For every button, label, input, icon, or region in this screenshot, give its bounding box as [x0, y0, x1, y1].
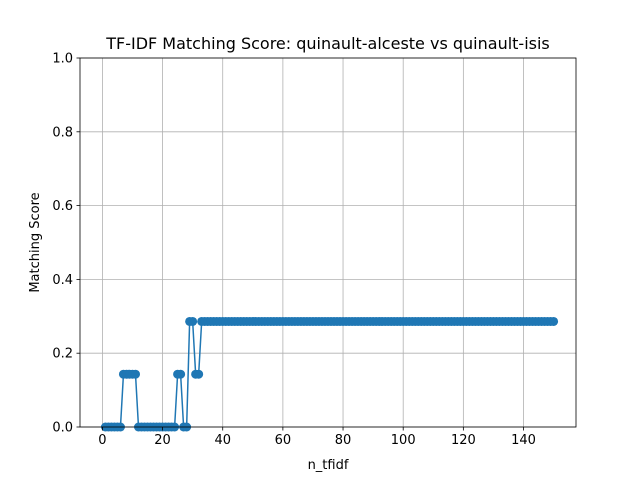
x-tick-label: 60 — [275, 433, 292, 448]
data-point — [188, 316, 198, 326]
y-axis-ticks: 0.0 0.2 0.4 0.6 0.8 1.0 — [52, 52, 80, 436]
x-tick-label: 80 — [335, 433, 352, 448]
y-tick-label: 0.4 — [52, 273, 73, 288]
x-tick-label: 20 — [154, 433, 171, 448]
y-tick-label: 0.6 — [52, 199, 73, 214]
x-tick-label: 120 — [451, 433, 476, 448]
y-tick-label: 1.0 — [52, 52, 73, 67]
y-tick-label: 0.0 — [52, 421, 73, 436]
y-tick-label: 0.8 — [52, 125, 73, 140]
x-tick-label: 100 — [391, 433, 416, 448]
x-axis-ticks: 0 20 40 60 80 100 120 140 — [98, 427, 536, 448]
x-tick-label: 40 — [214, 433, 231, 448]
data-point — [176, 369, 186, 379]
x-axis-label: n_tfidf — [308, 458, 349, 473]
plot-area — [80, 58, 576, 427]
y-axis-label: Matching Score — [28, 192, 43, 292]
x-tick-label: 0 — [98, 433, 106, 448]
plot-frame — [79, 57, 577, 428]
y-tick-label: 0.2 — [52, 347, 73, 362]
data-point — [131, 369, 140, 379]
chart-title: TF-IDF Matching Score: quinault-alceste … — [105, 34, 550, 53]
series-markers — [100, 316, 559, 432]
data-point — [549, 316, 559, 326]
data-point — [194, 369, 204, 379]
x-tick-label: 140 — [511, 433, 536, 448]
